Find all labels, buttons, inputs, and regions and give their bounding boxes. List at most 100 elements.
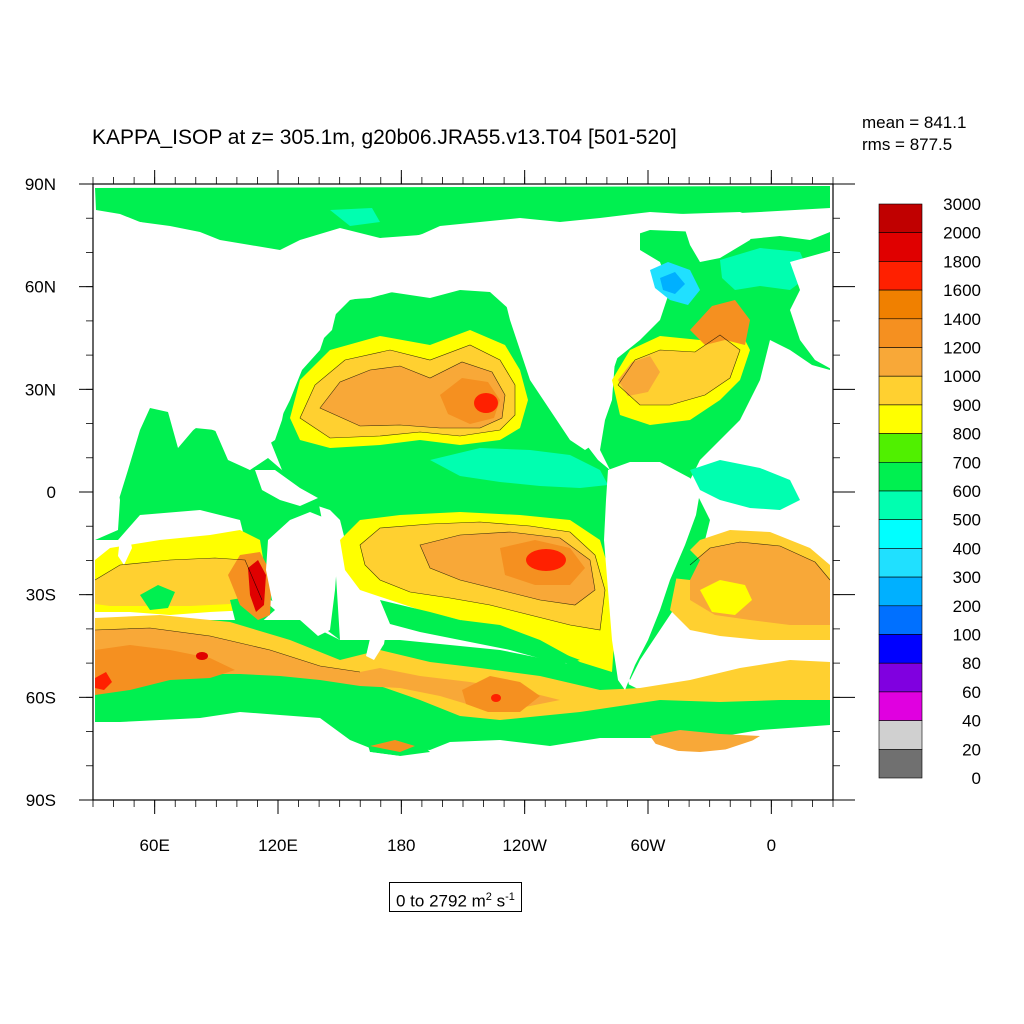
colorbar-box bbox=[878, 634, 923, 664]
land-greenland bbox=[680, 212, 760, 262]
south-pacific-max bbox=[526, 549, 566, 571]
labrador-sea-core bbox=[660, 272, 685, 294]
y-tick-label: 30N bbox=[25, 380, 56, 399]
colorbar-label: 20 bbox=[962, 740, 981, 759]
stat-rms: rms = 877.5 bbox=[862, 135, 953, 154]
land-antarctica bbox=[93, 718, 833, 800]
x-tick-label: 0 bbox=[767, 836, 776, 855]
acc-kerguelen-max bbox=[95, 672, 112, 690]
axes: 60E 120E 180 120W 60W 0 90N 60N 30N 0 30S 60S 90S bbox=[25, 170, 855, 855]
colorbar-box bbox=[878, 461, 923, 492]
colorbar-box bbox=[878, 375, 923, 406]
colorbar-label: 900 bbox=[953, 396, 981, 415]
chart-title: KAPPA_ISOP at z= 305.1m, g20b06.JRA55.v1… bbox=[92, 126, 677, 149]
y-tick-label: 60N bbox=[25, 278, 56, 297]
land-north-america bbox=[495, 222, 650, 450]
colorbar-label: 60 bbox=[962, 683, 981, 702]
arctic-ocean bbox=[95, 186, 830, 250]
y-tick-label: 30S bbox=[26, 586, 56, 605]
colorbar-box bbox=[878, 490, 923, 521]
colorbar-box bbox=[878, 289, 923, 320]
south-indian-gyre-mid bbox=[95, 558, 262, 606]
x-tick-label: 120E bbox=[258, 836, 298, 855]
colorbar-box bbox=[878, 576, 923, 607]
colorbar-box bbox=[878, 261, 923, 291]
acc-band-outer bbox=[95, 615, 830, 720]
colorbar-label: 200 bbox=[953, 597, 981, 616]
land-europe-east bbox=[790, 250, 833, 370]
south-pacific-green-tongue bbox=[380, 600, 580, 664]
colorbar-box bbox=[878, 404, 923, 434]
colorbar-box bbox=[878, 318, 923, 348]
colorbar-label: 80 bbox=[962, 654, 981, 673]
y-tick-label: 60S bbox=[26, 688, 56, 707]
colorbar-box bbox=[878, 720, 923, 750]
colorbar-box bbox=[878, 691, 923, 721]
colorbar-label: 1600 bbox=[943, 281, 981, 300]
stat-mean: mean = 841.1 bbox=[862, 113, 967, 132]
land-japan bbox=[320, 300, 338, 340]
nordic-seas bbox=[720, 248, 810, 290]
indian-green-patch bbox=[140, 585, 175, 610]
y-tick-label: 0 bbox=[47, 483, 56, 502]
x-tick-label: 60W bbox=[631, 836, 666, 855]
colorbar-label: 1800 bbox=[943, 252, 981, 271]
colorbar-box bbox=[878, 748, 923, 779]
colorbar-label: 1200 bbox=[943, 339, 981, 358]
colorbar-box bbox=[878, 203, 923, 234]
stats-block: mean = 841.1 rms = 877.5 bbox=[862, 112, 966, 156]
colorbar-label: 100 bbox=[953, 626, 981, 645]
colorbar-box bbox=[878, 347, 923, 377]
land-new-zealand bbox=[366, 612, 388, 660]
arctic-cyan-patch bbox=[330, 208, 380, 226]
colorbar-label: 300 bbox=[953, 568, 981, 587]
colorbar-label: 600 bbox=[953, 482, 981, 501]
colorbar-label: 0 bbox=[972, 769, 981, 788]
equatorial-pacific bbox=[430, 448, 608, 488]
range-mid: s bbox=[491, 891, 506, 911]
south-atlantic-yellow bbox=[700, 580, 752, 615]
land-indonesia bbox=[255, 470, 318, 506]
north-pacific-max bbox=[474, 393, 498, 413]
x-tick-label: 120W bbox=[502, 836, 546, 855]
colorbar-label: 500 bbox=[953, 511, 981, 530]
colorbar-box bbox=[878, 232, 923, 262]
equatorial-atlantic bbox=[690, 460, 800, 510]
colorbar-box bbox=[878, 548, 923, 578]
land-south-america bbox=[604, 462, 700, 690]
acc-pacific-max bbox=[491, 694, 501, 702]
colorbar-label: 1000 bbox=[943, 367, 981, 386]
y-tick-label: 90S bbox=[26, 791, 56, 810]
land-madagascar bbox=[118, 530, 132, 565]
range-text: 0 to 2792 m bbox=[396, 891, 486, 911]
colorbar-box bbox=[878, 662, 923, 693]
colorbar-label: 40 bbox=[962, 712, 981, 731]
land-eurasia bbox=[93, 212, 560, 500]
colorbar-label: 2000 bbox=[943, 224, 981, 243]
ross-band bbox=[370, 740, 415, 752]
x-tick-label: 180 bbox=[387, 836, 415, 855]
range-label: 0 to 2792 m2 s-1 bbox=[389, 882, 522, 912]
colorbar-label: 400 bbox=[953, 539, 981, 558]
colorbar-box bbox=[878, 605, 923, 635]
acc-small-max bbox=[196, 652, 208, 660]
y-tick-label: 90N bbox=[25, 175, 56, 194]
land-australia bbox=[266, 512, 338, 636]
colorbar: 3000200018001600140012001000900800700600… bbox=[878, 195, 981, 788]
colorbar-box bbox=[878, 519, 923, 549]
acc-band-inner bbox=[95, 628, 560, 708]
acc-pacific-core bbox=[462, 676, 540, 712]
colorbar-label: 1400 bbox=[943, 310, 981, 329]
range-exp2: -1 bbox=[505, 891, 515, 903]
colorbar-label: 800 bbox=[953, 425, 981, 444]
colorbar-label: 700 bbox=[953, 453, 981, 472]
contour-lines bbox=[94, 334, 831, 673]
range-exp1: 2 bbox=[485, 891, 492, 903]
gulf-stream-ridge bbox=[690, 300, 750, 345]
weddell-band bbox=[650, 730, 760, 752]
colorbar-label: 3000 bbox=[943, 195, 981, 214]
colorbar-box bbox=[878, 433, 923, 463]
x-tick-label: 60E bbox=[140, 836, 170, 855]
